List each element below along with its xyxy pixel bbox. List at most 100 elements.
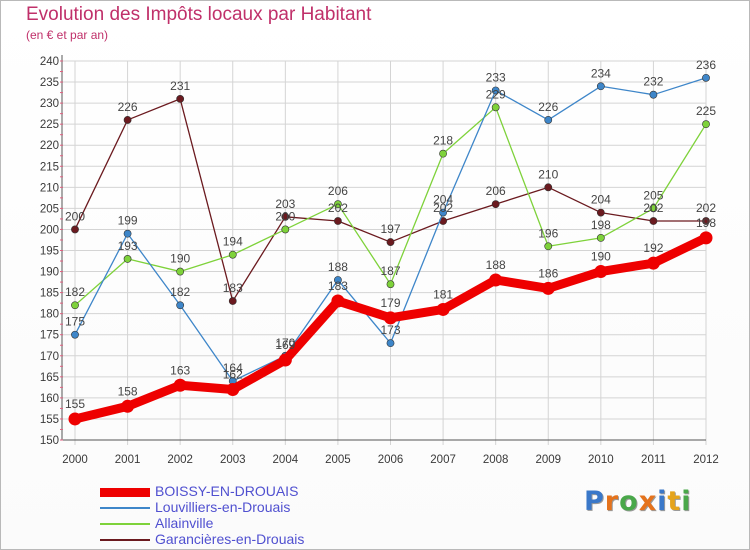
data-label-louvilliers-en-drouais: 232 (643, 75, 663, 89)
data-point-louvilliers-en-drouais (123, 229, 132, 238)
data-point-boissy-en-drouais (489, 273, 503, 287)
data-point-allainville (596, 233, 605, 242)
proxiti-logo: Proxiti (584, 486, 692, 517)
data-label-louvilliers-en-drouais: 236 (696, 58, 716, 72)
data-label-louvilliers-en-drouais: 182 (170, 285, 190, 299)
data-label-garancieres-en-drouais: 203 (275, 197, 295, 211)
legend-label: BOISSY-EN-DROUAIS (155, 483, 299, 499)
data-label-boissy-en-drouais: 162 (223, 367, 243, 381)
legend-swatch (100, 539, 150, 541)
data-point-allainville (702, 120, 710, 129)
data-label-garancieres-en-drouais: 204 (591, 193, 611, 207)
y-tick-label: 150 (40, 435, 59, 447)
data-point-garancieres-en-drouais (491, 200, 500, 209)
legend-swatch (100, 507, 150, 509)
data-label-allainville: 196 (538, 226, 558, 240)
y-tick-label: 230 (40, 98, 59, 110)
data-point-boissy-en-drouais (68, 412, 82, 426)
data-label-boissy-en-drouais: 198 (696, 216, 716, 230)
data-label-garancieres-en-drouais: 210 (538, 167, 558, 181)
data-point-garancieres-en-drouais (123, 116, 132, 124)
data-label-allainville: 225 (696, 104, 716, 118)
data-label-allainville: 229 (486, 87, 506, 101)
data-label-louvilliers-en-drouais: 170 (275, 336, 295, 350)
data-point-allainville (439, 149, 447, 158)
y-tick-label: 220 (40, 140, 59, 152)
axes: 150 155 160 165 170 175 180 185 190 195 200 205 210 2… (40, 55, 719, 466)
data-label-boissy-en-drouais: 186 (538, 266, 558, 280)
data-label-boissy-en-drouais: 158 (118, 384, 138, 398)
data-point-boissy-en-drouais (436, 302, 450, 316)
legend-swatch (100, 487, 150, 497)
data-point-allainville (386, 280, 395, 289)
data-label-louvilliers-en-drouais: 234 (591, 66, 611, 80)
x-tick-label: 2008 (483, 454, 509, 466)
data-label-garancieres-en-drouais: 231 (170, 79, 190, 93)
data-label-garancieres-en-drouais: 226 (118, 100, 138, 114)
data-point-louvilliers-en-drouais (386, 339, 395, 348)
data-point-garancieres-en-drouais (649, 217, 658, 225)
data-label-allainville: 190 (170, 252, 190, 266)
x-tick-label: 2006 (378, 454, 404, 466)
data-point-garancieres-en-drouais (386, 238, 395, 246)
chart-title: Evolution des Impôts locaux par Habitant (26, 4, 372, 25)
y-tick-label: 240 (40, 56, 59, 68)
legend-label: Garancières-en-Drouais (155, 531, 305, 547)
data-point-boissy-en-drouais (278, 353, 292, 367)
data-label-allainville: 182 (65, 285, 85, 299)
data-label-allainville: 218 (433, 134, 453, 148)
data-label-allainville: 206 (328, 184, 348, 198)
y-tick-label: 215 (40, 161, 59, 173)
y-tick-label: 180 (40, 309, 59, 321)
data-point-allainville (71, 301, 79, 310)
chart-subtitle: (en € et par an) (26, 28, 109, 42)
data-label-garancieres-en-drouais: 202 (433, 201, 453, 215)
data-point-boissy-en-drouais (121, 399, 135, 413)
x-tick-label: 2000 (62, 454, 88, 466)
data-label-garancieres-en-drouais: 202 (696, 201, 716, 215)
y-tick-label: 195 (40, 246, 59, 258)
logo-letter: o (619, 486, 639, 517)
data-label-allainville: 198 (591, 218, 611, 232)
data-label-allainville: 200 (275, 209, 295, 223)
logo-letter: t (667, 486, 682, 517)
data-point-boissy-en-drouais (541, 281, 555, 295)
data-point-allainville (176, 267, 185, 276)
x-tick-label: 2007 (430, 454, 456, 466)
data-label-boissy-en-drouais: 183 (328, 279, 348, 293)
x-tick-label: 2003 (220, 454, 246, 466)
legend-label: Allainville (155, 515, 214, 531)
data-point-garancieres-en-drouais (228, 297, 237, 305)
data-label-garancieres-en-drouais: 197 (380, 222, 400, 236)
data-point-allainville (334, 200, 342, 209)
data-point-allainville (123, 255, 132, 263)
data-label-garancieres-en-drouais: 200 (65, 209, 85, 223)
data-point-garancieres-en-drouais (596, 208, 605, 217)
y-tick-label: 225 (40, 119, 59, 131)
x-tick-label: 2002 (167, 454, 193, 466)
data-label-louvilliers-en-drouais: 175 (65, 315, 85, 329)
data-point-louvilliers-en-drouais (439, 208, 447, 217)
data-point-garancieres-en-drouais (702, 217, 710, 225)
data-point-garancieres-en-drouais (544, 183, 553, 192)
data-point-garancieres-en-drouais (71, 225, 79, 234)
x-tick-label: 2001 (115, 454, 141, 466)
x-tick-label: 2004 (273, 454, 299, 466)
x-tick-label: 2011 (641, 454, 666, 466)
data-point-allainville (228, 250, 237, 259)
data-point-boissy-en-drouais (226, 382, 240, 396)
data-point-allainville (281, 225, 290, 234)
data-point-boissy-en-drouais (594, 265, 608, 279)
data-point-louvilliers-en-drouais (71, 330, 79, 339)
data-point-allainville (649, 204, 658, 213)
data-point-louvilliers-en-drouais (649, 90, 658, 99)
data-label-allainville: 194 (223, 235, 243, 249)
y-tick-label: 170 (40, 351, 59, 363)
legend-label: Louvilliers-en-Drouais (155, 499, 291, 515)
data-label-garancieres-en-drouais: 183 (223, 281, 243, 295)
data-label-boissy-en-drouais: 190 (591, 250, 611, 264)
data-point-garancieres-en-drouais (176, 95, 185, 103)
y-tick-label: 235 (40, 77, 59, 89)
